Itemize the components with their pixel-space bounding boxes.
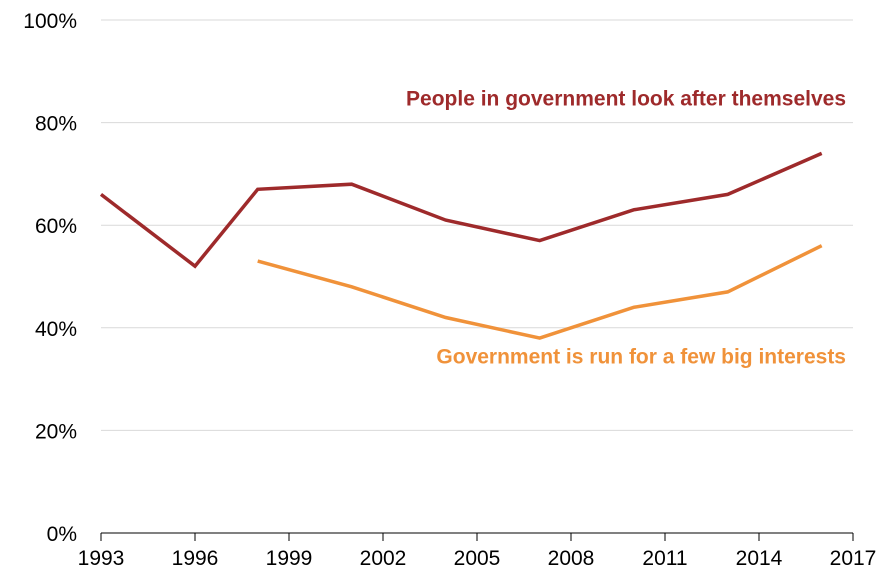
y-tick-label: 20% xyxy=(35,420,77,443)
y-tick-label: 0% xyxy=(47,523,77,546)
x-tick-label: 2014 xyxy=(736,547,783,570)
x-tick-label: 1996 xyxy=(172,547,219,570)
x-tick-label: 1993 xyxy=(78,547,125,570)
series-line-1 xyxy=(257,244,823,340)
x-tick-label: 2011 xyxy=(642,547,687,570)
y-tick-label: 100% xyxy=(23,10,77,33)
y-tick-label: 60% xyxy=(35,215,77,238)
x-tick-label: 2017 xyxy=(830,547,877,570)
y-tick-label: 80% xyxy=(35,113,77,136)
axes: 0% 20% 40% 60% 80% 100% 1993 1996 1999 2002 2005 20… xyxy=(23,10,876,570)
series-line-0 xyxy=(99,151,823,269)
y-tick-label: 40% xyxy=(35,318,77,341)
series-label-0: People in government look after themselv… xyxy=(406,87,846,110)
series-label-1: Government is run for a few big interest… xyxy=(436,346,846,369)
series-labels: People in government look after themselv… xyxy=(406,87,846,368)
x-tick-label: 1999 xyxy=(266,547,313,570)
x-tick-label: 2005 xyxy=(454,547,501,570)
x-tick-label: 2008 xyxy=(548,547,595,570)
series-lines xyxy=(99,151,823,340)
x-tick-label: 2002 xyxy=(360,547,407,570)
